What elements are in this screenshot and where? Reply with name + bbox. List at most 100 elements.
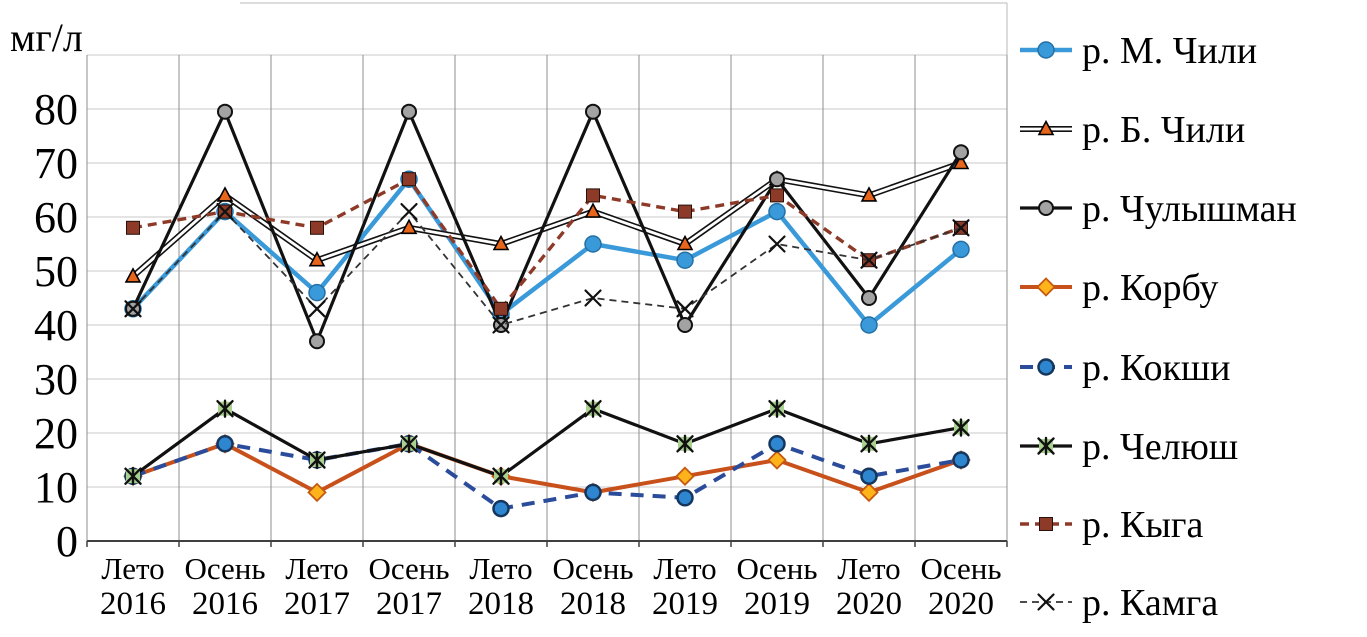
x-tick-year-5: 2018 bbox=[560, 586, 626, 622]
legend-label-chelyush: р. Челюш bbox=[1082, 426, 1238, 468]
x-tick-year-0: 2016 bbox=[100, 586, 166, 622]
x-tick-year-2: 2017 bbox=[284, 586, 350, 622]
legend-label-korbu: р. Корбу bbox=[1082, 267, 1218, 309]
kokshi-marker bbox=[860, 467, 878, 485]
x-tick-season-2: Лето bbox=[285, 551, 348, 586]
legend-item-chulyshman: р. Чулышман bbox=[1020, 188, 1297, 230]
legend-label-kokshi: р. Кокши bbox=[1082, 347, 1231, 389]
m-chili-marker bbox=[1037, 41, 1055, 59]
y-tick-label-0: 0 bbox=[56, 517, 78, 566]
korbu-marker bbox=[675, 466, 695, 486]
x-tick-year-3: 2017 bbox=[376, 586, 442, 622]
kokshi-marker bbox=[676, 489, 694, 507]
kyga-marker bbox=[494, 301, 508, 316]
legend: р. М. Чили р. Б. Чили р. Чулышман р. Корбу р… bbox=[1020, 30, 1297, 624]
series-kamga bbox=[124, 203, 970, 334]
kamga-marker bbox=[768, 235, 786, 253]
legend-label-chulyshman: р. Чулышман bbox=[1082, 188, 1297, 230]
x-tick-season-0: Лето bbox=[101, 551, 164, 586]
chulyshman-marker bbox=[585, 103, 601, 120]
x-tick-year-6: 2019 bbox=[652, 586, 718, 622]
kamga-marker bbox=[676, 300, 694, 318]
chulyshman-marker bbox=[677, 317, 693, 333]
kamga-marker bbox=[400, 203, 418, 221]
x-tick-year-7: 2019 bbox=[744, 586, 810, 622]
korbu-marker bbox=[767, 450, 787, 470]
b-chili-marker bbox=[124, 267, 142, 283]
x-tick-season-8: Лето bbox=[837, 551, 900, 586]
y-tick-label-80: 80 bbox=[34, 85, 78, 134]
kamga-marker bbox=[952, 219, 970, 237]
m-chili-marker bbox=[860, 316, 878, 334]
kyga-line bbox=[132, 177, 962, 311]
x-tick-year-9: 2020 bbox=[928, 586, 994, 622]
m-chili-marker bbox=[768, 202, 786, 221]
kokshi-marker bbox=[952, 451, 970, 469]
m-chili-line bbox=[131, 176, 963, 328]
kokshi-marker bbox=[1037, 358, 1055, 376]
b-chili-marker bbox=[860, 186, 878, 202]
series-chelyush bbox=[124, 399, 970, 486]
b-chili-marker bbox=[216, 186, 234, 202]
kokshi-line bbox=[132, 441, 962, 511]
y-tick-label-50: 50 bbox=[34, 247, 78, 296]
x-axis bbox=[86, 540, 1008, 547]
x-tick-season-3: Осень bbox=[368, 551, 449, 586]
y-axis-labels: 0 10 20 30 40 50 60 70 80 bbox=[34, 85, 78, 566]
b-chili-marker bbox=[584, 202, 602, 218]
b-chili-marker bbox=[308, 251, 326, 267]
kamga-marker bbox=[216, 203, 234, 221]
b-chili-marker bbox=[492, 234, 510, 251]
b-chili-marker bbox=[400, 218, 418, 235]
y-tick-label-60: 60 bbox=[34, 193, 78, 242]
legend-item-kokshi: р. Кокши bbox=[1020, 347, 1231, 389]
chulyshman-marker bbox=[953, 144, 969, 161]
x-tick-season-7: Осень bbox=[736, 551, 817, 586]
legend-item-m-chili: р. М. Чили bbox=[1020, 30, 1257, 72]
y-tick-label-30: 30 bbox=[34, 355, 78, 404]
korbu-marker bbox=[307, 482, 327, 503]
x-tick-year-1: 2016 bbox=[192, 586, 258, 622]
chulyshman-marker bbox=[1038, 200, 1054, 216]
x-tick-year-4: 2018 bbox=[468, 586, 534, 622]
legend-item-kamga: р. Камга bbox=[1020, 582, 1218, 624]
chulyshman-marker bbox=[401, 103, 417, 120]
korbu-line bbox=[132, 441, 962, 495]
b-chili-marker bbox=[676, 234, 694, 251]
kyga-marker bbox=[1039, 517, 1053, 531]
gridlines bbox=[86, 2, 1008, 541]
m-chili-marker bbox=[308, 283, 326, 302]
m-chili-marker bbox=[676, 251, 694, 269]
kamga-marker bbox=[1037, 593, 1055, 611]
chelyush-line bbox=[132, 407, 962, 478]
y-tick-label-20: 20 bbox=[34, 409, 78, 458]
chulyshman-marker bbox=[217, 103, 233, 120]
chulyshman-marker bbox=[309, 333, 325, 350]
m-chili-marker bbox=[584, 235, 602, 253]
y-tick-label-10: 10 bbox=[34, 463, 78, 512]
x-tick-year-8: 2020 bbox=[836, 586, 902, 622]
b-chili-marker bbox=[952, 153, 970, 170]
m-chili-marker bbox=[952, 240, 970, 259]
legend-label-m-chili: р. М. Чили bbox=[1082, 30, 1257, 72]
kokshi-marker bbox=[492, 499, 510, 518]
korbu-marker bbox=[859, 482, 879, 503]
x-tick-season-4: Лето bbox=[469, 551, 532, 586]
b-chili-marker bbox=[1037, 119, 1055, 136]
kamga-marker bbox=[492, 316, 510, 334]
kamga-marker bbox=[860, 251, 878, 269]
kamga-marker bbox=[584, 289, 602, 307]
kokshi-marker bbox=[768, 435, 786, 453]
legend-item-chelyush: р. Челюш bbox=[1020, 426, 1238, 468]
chulyshman-line bbox=[131, 110, 963, 343]
chulyshman-marker bbox=[769, 171, 785, 188]
legend-item-b-chili: р. Б. Чили bbox=[1020, 109, 1245, 151]
y-tick-label-40: 40 bbox=[34, 301, 78, 350]
legend-item-korbu: р. Корбу bbox=[1020, 267, 1218, 309]
y-axis-title: мг/л bbox=[10, 15, 83, 60]
korbu-marker bbox=[1036, 277, 1056, 297]
kamga-marker bbox=[308, 300, 326, 318]
kokshi-marker bbox=[584, 483, 602, 502]
